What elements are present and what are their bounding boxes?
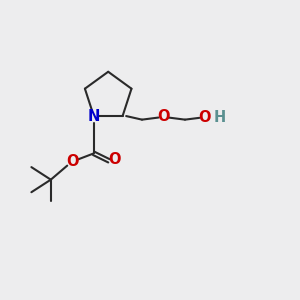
Text: H: H — [214, 110, 226, 125]
Text: O: O — [66, 154, 79, 169]
Text: O: O — [108, 152, 120, 167]
Text: O: O — [198, 110, 211, 125]
Text: N: N — [88, 109, 100, 124]
Text: O: O — [157, 109, 170, 124]
